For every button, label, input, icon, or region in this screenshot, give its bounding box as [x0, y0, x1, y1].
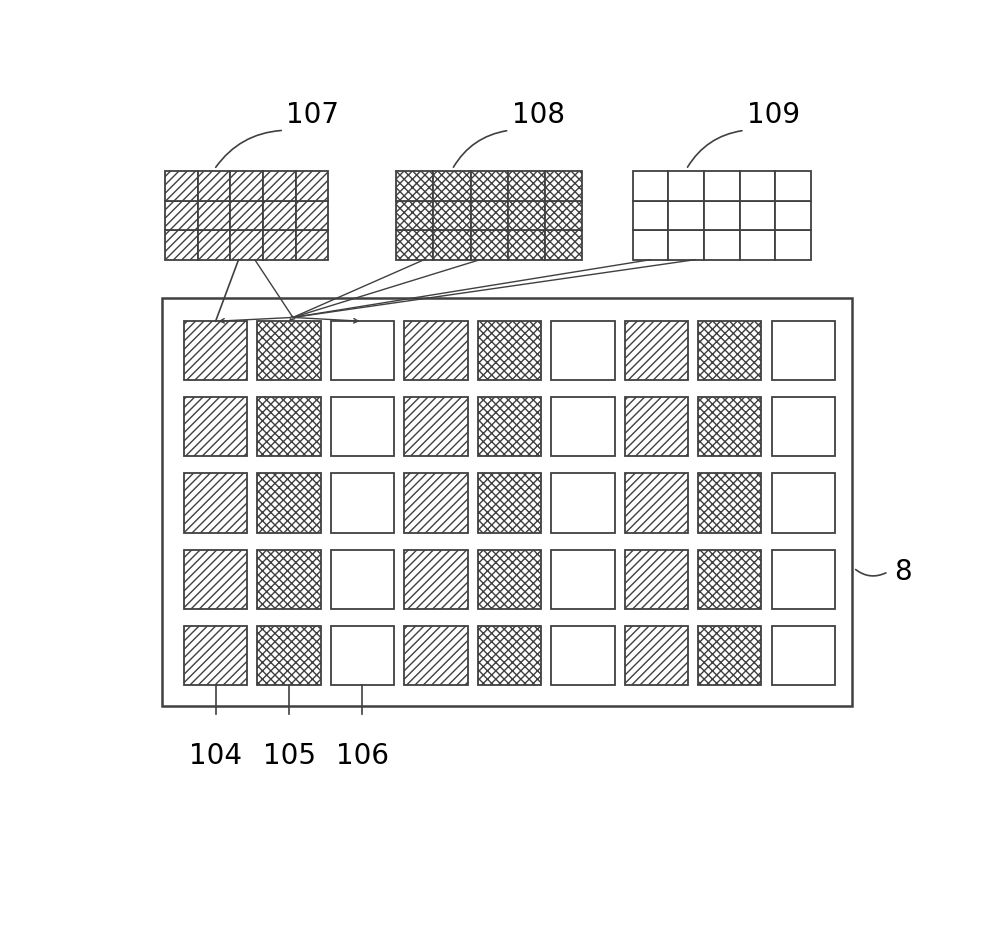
Bar: [772, 397, 835, 457]
Bar: [775, 200, 811, 230]
Text: 8: 8: [895, 557, 912, 585]
Text: 106: 106: [336, 743, 389, 771]
Bar: [508, 230, 545, 260]
Text: 109: 109: [747, 101, 800, 129]
Bar: [625, 397, 688, 457]
Bar: [551, 473, 615, 532]
Bar: [704, 171, 740, 200]
Bar: [625, 322, 688, 380]
Bar: [625, 550, 688, 609]
Bar: [404, 550, 468, 609]
Bar: [740, 200, 775, 230]
Bar: [478, 473, 541, 532]
Bar: [184, 550, 247, 609]
Bar: [772, 473, 835, 532]
Bar: [165, 171, 198, 200]
Bar: [198, 230, 230, 260]
Bar: [471, 171, 508, 200]
Bar: [184, 625, 247, 685]
Bar: [625, 625, 688, 685]
Bar: [331, 397, 394, 457]
Bar: [704, 200, 740, 230]
Bar: [471, 230, 508, 260]
Bar: [257, 322, 321, 380]
Bar: [184, 322, 247, 380]
Bar: [551, 550, 615, 609]
Bar: [740, 230, 775, 260]
Bar: [478, 322, 541, 380]
Bar: [396, 230, 433, 260]
Bar: [296, 200, 328, 230]
Bar: [668, 230, 704, 260]
Bar: [296, 230, 328, 260]
Bar: [668, 171, 704, 200]
Bar: [772, 550, 835, 609]
Bar: [396, 200, 433, 230]
Bar: [230, 200, 263, 230]
Bar: [478, 550, 541, 609]
Bar: [433, 171, 471, 200]
Bar: [625, 473, 688, 532]
Bar: [545, 200, 582, 230]
Bar: [331, 550, 394, 609]
Bar: [230, 171, 263, 200]
Bar: [184, 473, 247, 532]
Bar: [551, 397, 615, 457]
Text: 104: 104: [189, 743, 242, 771]
Bar: [257, 625, 321, 685]
Bar: [162, 298, 852, 706]
Bar: [257, 397, 321, 457]
Bar: [633, 171, 668, 200]
Bar: [775, 230, 811, 260]
Text: 105: 105: [263, 743, 316, 771]
Bar: [263, 171, 296, 200]
Bar: [433, 230, 471, 260]
Bar: [257, 473, 321, 532]
Bar: [396, 171, 433, 200]
Bar: [230, 230, 263, 260]
Bar: [704, 230, 740, 260]
Bar: [478, 397, 541, 457]
Bar: [551, 322, 615, 380]
Bar: [668, 200, 704, 230]
Bar: [331, 322, 394, 380]
Bar: [772, 322, 835, 380]
Bar: [198, 171, 230, 200]
Bar: [331, 473, 394, 532]
Bar: [698, 550, 761, 609]
Bar: [263, 230, 296, 260]
Bar: [508, 171, 545, 200]
Bar: [404, 625, 468, 685]
Bar: [508, 200, 545, 230]
Bar: [698, 322, 761, 380]
Bar: [331, 625, 394, 685]
Bar: [772, 625, 835, 685]
Bar: [433, 200, 471, 230]
Bar: [698, 473, 761, 532]
Bar: [184, 397, 247, 457]
Bar: [775, 171, 811, 200]
Bar: [551, 625, 615, 685]
Bar: [404, 322, 468, 380]
Bar: [296, 171, 328, 200]
Bar: [478, 625, 541, 685]
Bar: [257, 550, 321, 609]
Bar: [165, 200, 198, 230]
Bar: [404, 473, 468, 532]
Bar: [471, 200, 508, 230]
Bar: [545, 230, 582, 260]
Bar: [165, 230, 198, 260]
Bar: [633, 230, 668, 260]
Bar: [198, 200, 230, 230]
Text: 108: 108: [512, 101, 565, 129]
Text: 107: 107: [286, 101, 339, 129]
Bar: [698, 625, 761, 685]
Bar: [404, 397, 468, 457]
Bar: [633, 200, 668, 230]
Bar: [740, 171, 775, 200]
Bar: [263, 200, 296, 230]
Bar: [698, 397, 761, 457]
Bar: [545, 171, 582, 200]
